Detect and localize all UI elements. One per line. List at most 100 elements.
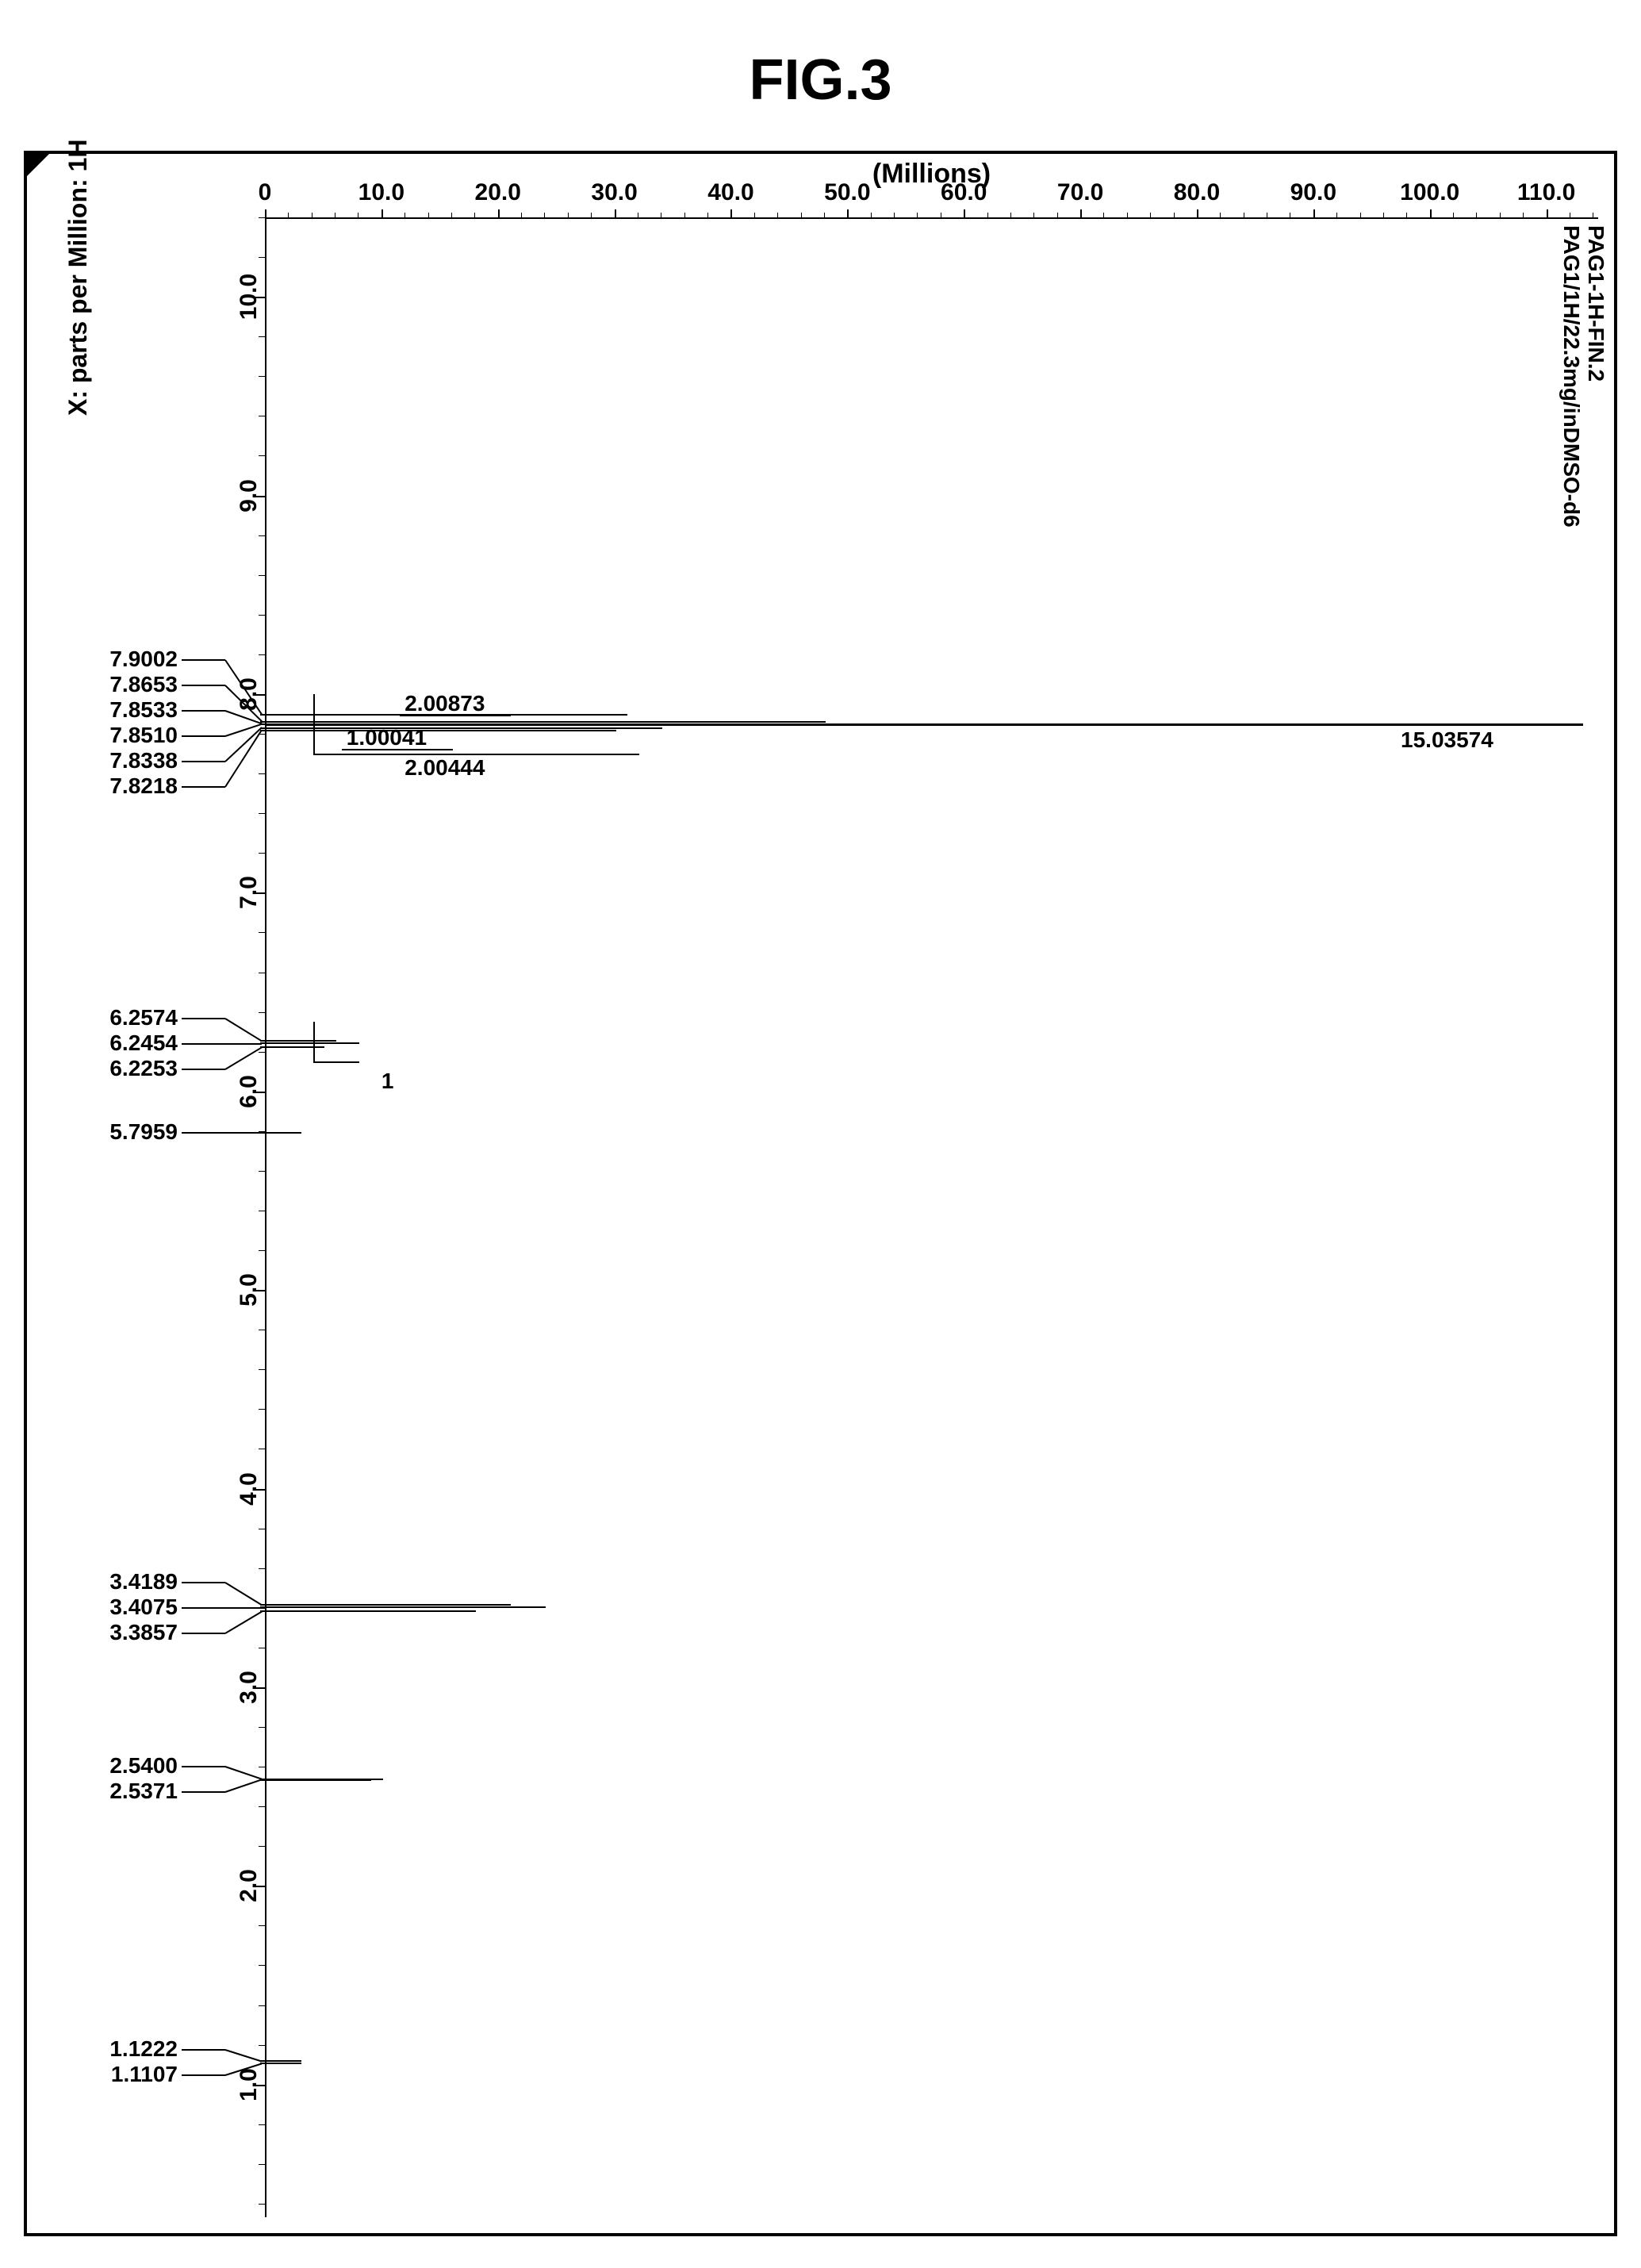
y-minor-tick [259,2124,265,2125]
peak-ppm-label: 6.2454 [75,1030,178,1056]
x-tick [964,209,965,217]
nmr-peak [266,1604,511,1606]
nmr-peak [266,1610,476,1612]
peak-ppm-label: 7.8653 [75,672,178,697]
leader-line [182,786,225,788]
y-minor-tick [259,1369,265,1370]
x-ticklabel: 0 [259,179,272,206]
peak-tick [260,714,265,716]
y-minor-tick [259,1568,265,1569]
y-minor-tick [259,1171,265,1172]
y-ticklabel: 1.0 [236,2068,263,2101]
leader-line [225,1043,262,1045]
integration-label: 1 [381,1069,394,1094]
peak-ppm-label: 7.8218 [75,773,178,799]
peak-ppm-label: 5.7959 [75,1119,178,1145]
x-ticklabel: 100.0 [1400,179,1459,206]
peak-ppm-label: 7.8510 [75,723,178,748]
peak-tick [260,2063,265,2064]
spectrum-plot-area [266,217,1598,2217]
integral-curve [313,694,315,754]
x-ticklabel: 20.0 [475,179,521,206]
peak-ppm-label: 1.1222 [75,2036,178,2062]
plot-frame: (Millions) 010.020.030.040.050.060.070.0… [24,151,1617,2236]
y-minor-tick [259,2164,265,2165]
peak-ppm-label: 2.5400 [75,1753,178,1779]
y-minor-tick [259,1727,265,1728]
peak-ppm-label: 3.4075 [75,1595,178,1620]
peak-ppm-label: 7.8533 [75,697,178,723]
nmr-peak [266,2060,301,2062]
y-minor-tick [259,2204,265,2205]
peak-ppm-label: 3.3857 [75,1620,178,1645]
leader-line [224,730,263,788]
peak-tick [260,1604,265,1606]
x-tick [1197,209,1198,217]
leader-line [224,1582,262,1606]
y-minor-tick [259,2045,265,2046]
leader-line [182,2074,225,2076]
integral-curve [313,1061,360,1063]
y-minor-tick [259,1925,265,1926]
x-tick [1313,209,1315,217]
nmr-peak [266,1040,336,1042]
y-minor-tick [259,932,265,933]
integration-label: 1.00041 [347,725,427,750]
y-minor-tick [259,773,265,774]
leader-line [225,1779,263,1794]
nmr-peak [266,723,1583,726]
y-minor-tick [259,615,265,616]
y-minor-tick [259,853,265,854]
leader-line [182,2049,225,2051]
y-ticklabel: 6.0 [236,1075,263,1108]
x-ticklabel: 30.0 [591,179,637,206]
peak-tick [260,2060,265,2062]
peak-tick [260,1042,265,1044]
y-minor-tick [259,1052,265,1053]
leader-line [182,1607,225,1609]
peak-tick [260,1046,265,1048]
leader-line [224,1610,262,1633]
y-minor-tick [259,575,265,576]
peak-ppm-label: 6.2574 [75,1005,178,1030]
integral-curve [313,1022,315,1061]
integration-label: 2.00873 [404,691,485,716]
leader-line [224,1046,262,1069]
nmr-peak [266,1606,546,1608]
y-minor-tick [259,1250,265,1251]
y-minor-tick [259,2005,265,2006]
nmr-peak [266,730,616,731]
x-axis-title: (Millions) [265,159,1598,190]
y-ticklabel: 5.0 [236,1273,263,1307]
peak-tick [260,1040,265,1042]
nmr-peak [266,721,826,723]
leader-line [224,1018,262,1042]
leader-line [182,1633,225,1634]
peak-tick [260,730,265,731]
y-minor-tick [259,813,265,814]
y-ticklabel: 7.0 [236,876,263,909]
peak-tick [260,1610,265,1612]
integration-label: 2.00444 [404,755,485,781]
y-minor-tick [259,376,265,377]
y-minor-tick [259,336,265,337]
peak-ppm-label: 7.9002 [75,647,178,672]
peak-tick [260,723,265,725]
nmr-peak [266,1779,371,1781]
x-tick [1080,209,1082,217]
y-ticklabel: 9.0 [236,479,263,512]
corner-marker [27,154,49,176]
y-axis-title: X: parts per Million: 1H [63,140,93,416]
y-ticklabel: 2.0 [236,1869,263,1902]
peak-ppm-label: 1.1107 [75,2062,178,2087]
y-minor-tick [259,217,265,218]
leader-line [182,1043,225,1045]
leader-line [182,1766,225,1767]
x-tick [847,209,849,217]
leader-line [182,1791,225,1793]
integration-underline [400,715,511,716]
peak-ppm-label: 7.8338 [75,748,178,773]
x-tick [1430,209,1432,217]
leader-line [225,2049,263,2062]
x-ticklabel: 60.0 [941,179,987,206]
